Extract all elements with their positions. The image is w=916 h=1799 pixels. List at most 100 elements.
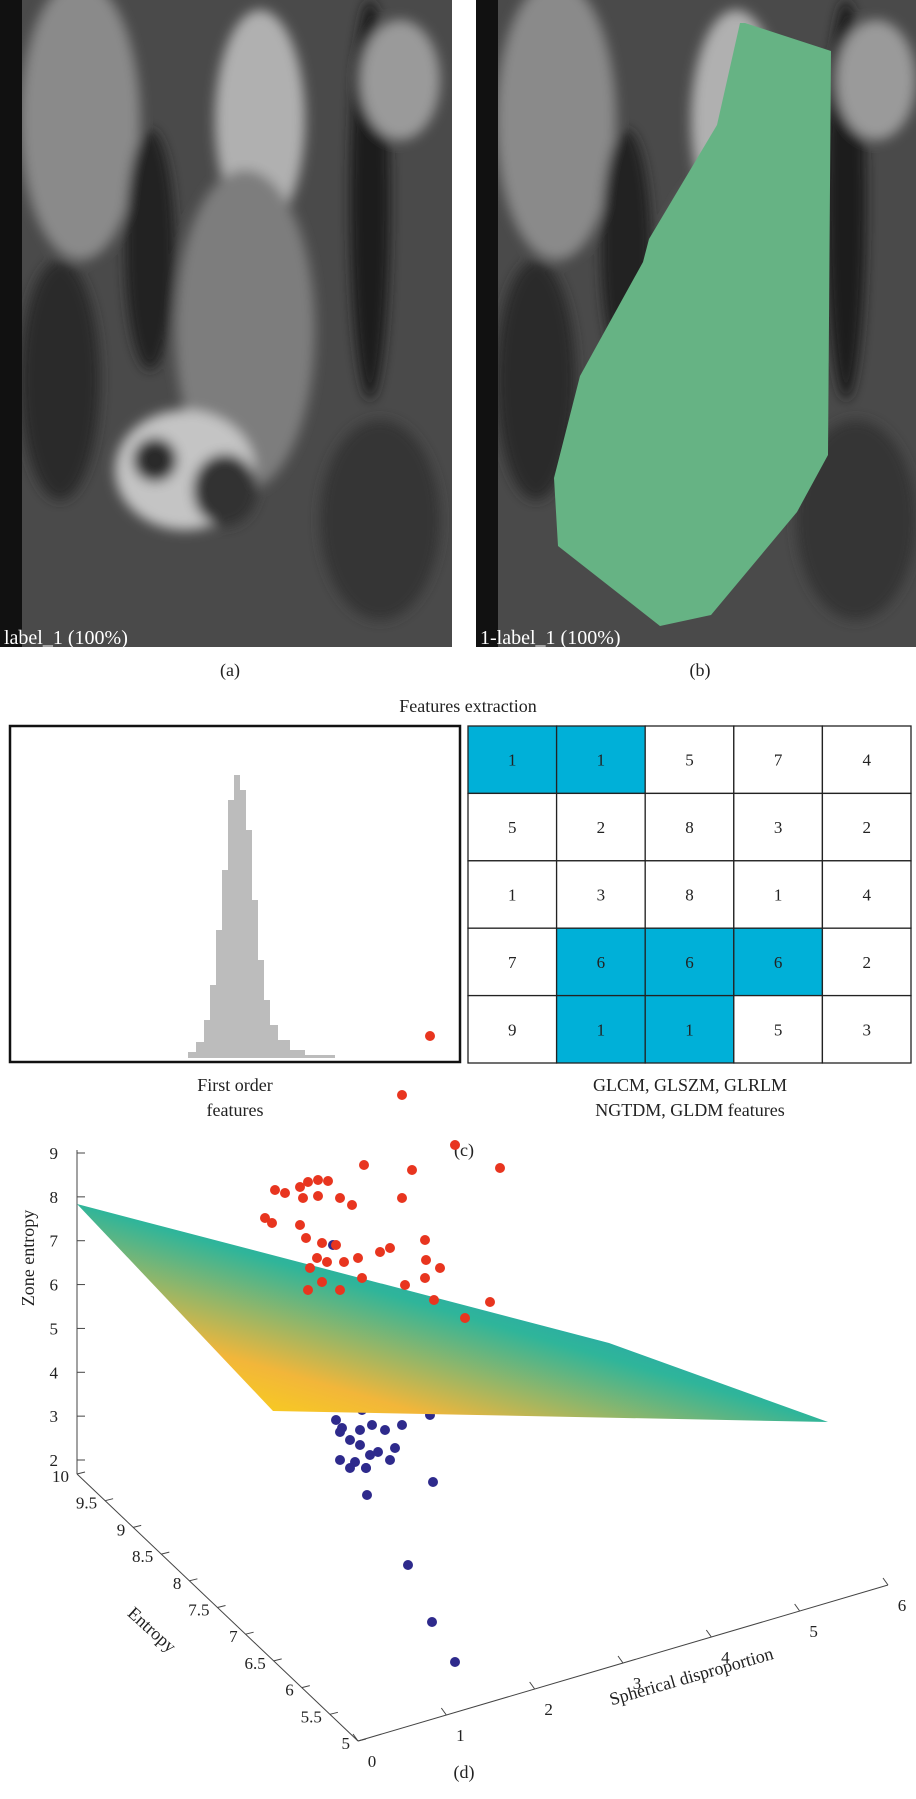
x-tick-label: 0 [368, 1752, 377, 1771]
point [313, 1175, 323, 1185]
point [435, 1263, 445, 1273]
point [400, 1280, 410, 1290]
cell-value: 9 [508, 1020, 517, 1039]
cell-value: 5 [685, 751, 694, 770]
cell-value: 1 [508, 886, 517, 905]
point [317, 1277, 327, 1287]
tick-mark [105, 1499, 113, 1501]
point [317, 1238, 327, 1248]
cell-value: 8 [685, 886, 694, 905]
cell-value: 7 [508, 953, 517, 972]
tick-mark [189, 1579, 197, 1581]
overlay-label: 1-label_1 (100%) [480, 627, 621, 649]
tick-mark [706, 1630, 711, 1637]
point [385, 1455, 395, 1465]
point [331, 1415, 341, 1425]
mri-image-a [0, 0, 452, 647]
point [355, 1440, 365, 1450]
tick-mark [218, 1606, 226, 1608]
y-tick-label: 8 [173, 1574, 182, 1593]
cell-value: 1 [597, 751, 606, 770]
point [373, 1447, 383, 1457]
point [397, 1090, 407, 1100]
cell-value: 3 [774, 818, 783, 837]
cell-value: 3 [597, 886, 606, 905]
point [345, 1435, 355, 1445]
point [380, 1425, 390, 1435]
point [355, 1425, 365, 1435]
tick-mark [161, 1552, 169, 1554]
point [427, 1617, 437, 1627]
point [390, 1443, 400, 1453]
y-axis-label: Entropy [124, 1603, 180, 1657]
point [361, 1463, 371, 1473]
z-tick-label: 9 [50, 1144, 59, 1163]
point [347, 1200, 357, 1210]
page: {"panel_a": {"overlay": "label_1 (100%)"… [0, 0, 916, 1794]
overlay-label: label_1 (100%) [4, 627, 128, 649]
cell-value: 7 [774, 751, 783, 770]
regression-plane [77, 1204, 828, 1422]
cell-value: 1 [685, 1020, 694, 1039]
x-tick-label: 2 [544, 1700, 553, 1719]
y-tick-label: 7.5 [188, 1601, 209, 1620]
cell-value: 8 [685, 818, 694, 837]
panel-caption: (b) [690, 660, 711, 681]
y-tick-label: 5.5 [301, 1707, 322, 1726]
point [270, 1185, 280, 1195]
point [280, 1188, 290, 1198]
cell-value: 6 [774, 953, 783, 972]
x-tick-label: 1 [456, 1726, 465, 1745]
y-tick-label: 9 [117, 1520, 126, 1539]
tick-mark [246, 1632, 254, 1634]
tick-mark [77, 1472, 85, 1474]
point [397, 1193, 407, 1203]
tick-mark [795, 1604, 800, 1611]
cell-value: 4 [862, 886, 871, 905]
y-tick-label: 9.5 [76, 1494, 97, 1513]
panel-caption: (d) [454, 1762, 475, 1783]
y-tick-label: 8.5 [132, 1547, 153, 1566]
point [421, 1255, 431, 1265]
cell-value: 2 [597, 818, 606, 837]
point [367, 1420, 377, 1430]
tick-mark [133, 1525, 141, 1527]
x-tick-label: 6 [898, 1596, 907, 1615]
z-tick-label: 6 [50, 1276, 59, 1295]
y-tick-label: 7 [229, 1627, 238, 1646]
z-tick-label: 5 [50, 1319, 59, 1338]
tick-mark [302, 1686, 310, 1688]
point [450, 1140, 460, 1150]
cell-value: 5 [774, 1020, 783, 1039]
point [335, 1455, 345, 1465]
caption-line: NGTDM, GLDM features [595, 1100, 784, 1120]
cell-value: 1 [774, 886, 783, 905]
point [298, 1193, 308, 1203]
point [357, 1273, 367, 1283]
point [407, 1165, 417, 1175]
cell-value: 2 [862, 953, 871, 972]
point [420, 1235, 430, 1245]
cell-value: 3 [862, 1020, 871, 1039]
y-tick-label: 5 [342, 1734, 351, 1753]
z-tick-label: 7 [50, 1232, 59, 1251]
mri-image-b [476, 0, 916, 647]
point [362, 1490, 372, 1500]
point [429, 1295, 439, 1305]
cell-value: 6 [685, 953, 694, 972]
cell-value: 2 [862, 818, 871, 837]
point [420, 1273, 430, 1283]
point [485, 1297, 495, 1307]
point [295, 1220, 305, 1230]
point [339, 1257, 349, 1267]
point [337, 1423, 347, 1433]
z-tick-label: 3 [50, 1407, 59, 1426]
tick-mark [441, 1708, 446, 1715]
point [353, 1253, 363, 1263]
y-tick-label: 6 [285, 1681, 294, 1700]
tick-mark [274, 1659, 282, 1661]
tick-mark [330, 1712, 338, 1714]
point [495, 1163, 505, 1173]
tick-mark [530, 1682, 535, 1689]
cell-value: 5 [508, 818, 517, 837]
